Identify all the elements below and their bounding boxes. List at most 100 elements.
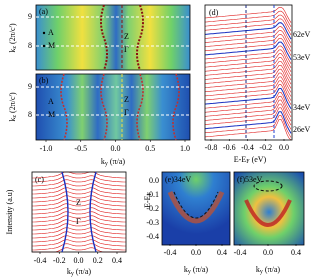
edc-curve <box>204 22 292 40</box>
edc-curve <box>204 26 292 44</box>
y-tick-label: 9 <box>28 12 32 21</box>
edc-curve <box>204 68 292 89</box>
y-tick-label: 9 <box>28 82 32 91</box>
mdc-curve <box>32 219 126 227</box>
x-tick-label: -0.6 <box>223 143 236 152</box>
y-tick-label: -0.2 <box>146 204 159 213</box>
point-label: Γ <box>124 45 129 54</box>
mdc-curve <box>32 215 126 223</box>
panel-label: (f)53eV <box>237 175 263 184</box>
x-axis-label: ky (π/a) <box>256 265 280 276</box>
mdc-curve <box>32 223 126 231</box>
heatmap-e <box>161 171 231 246</box>
panel-label: (a) <box>39 7 48 16</box>
x-tick-label: 0.0 <box>74 256 84 265</box>
x-tick-label: -0.2 <box>53 256 66 265</box>
x-tick-label: 0.5 <box>145 144 155 153</box>
x-tick-label: -0.2 <box>259 143 272 152</box>
point <box>42 44 46 48</box>
x-tick-label: 0.0 <box>111 144 121 153</box>
mdc-curve <box>32 191 126 199</box>
edc-curve <box>204 37 292 56</box>
point-label: A <box>48 97 54 106</box>
edc-curve <box>204 103 292 126</box>
edc-curve <box>204 99 292 122</box>
y-tick-label: 8 <box>28 41 32 50</box>
y-tick-label: 0.0 <box>149 176 159 185</box>
x-tick-label: 0.0 <box>263 248 273 257</box>
edc-curve <box>204 87 292 110</box>
mdc-curve <box>32 239 126 247</box>
y-tick-label: -0.4 <box>146 232 159 241</box>
mdc-curve <box>32 227 126 235</box>
mdc-curve <box>32 207 126 215</box>
x-tick-label: 0.4 <box>217 248 227 257</box>
mdc-curve <box>32 175 126 183</box>
mdc-curve <box>32 195 126 203</box>
x-tick-label: -0.8 <box>205 143 218 152</box>
edc-curve <box>204 49 292 68</box>
panel-label: (e)34eV <box>165 175 191 184</box>
x-tick-label: 0.4 <box>112 256 122 265</box>
point-label: Γ <box>76 217 81 226</box>
frame <box>204 4 293 141</box>
band-trace <box>173 191 219 219</box>
y-axis-label: E-EF <box>143 191 154 207</box>
band-trace <box>100 4 144 71</box>
point-label: M <box>48 41 55 50</box>
frame <box>31 171 127 253</box>
point-label: Z <box>124 32 129 41</box>
edc-curve <box>204 45 292 64</box>
panel-label: (d) <box>209 8 219 17</box>
mdc-curve <box>32 183 126 191</box>
edc-curve <box>204 6 292 23</box>
heatmap-f <box>233 171 305 246</box>
x-axis-label: ky (π/a) <box>101 157 125 168</box>
edc-curve <box>204 41 292 60</box>
edc-curve <box>204 18 292 36</box>
y-axis-label: Intensity (a.u) <box>5 189 14 234</box>
edc-curve <box>204 84 292 105</box>
heatmap-a <box>35 4 191 71</box>
panel-label: (c) <box>35 175 44 184</box>
edc-curve <box>204 10 292 27</box>
y-axis-label: kz (2π/c') <box>8 23 19 53</box>
mdc-curve <box>32 199 126 207</box>
point-label: Γ <box>124 108 129 117</box>
edc-curve <box>204 61 292 81</box>
mdc-curve <box>32 235 126 243</box>
x-tick-label: -0.4 <box>164 248 177 257</box>
edc-curve <box>204 95 292 118</box>
edc-curve <box>204 111 292 134</box>
energy-label: 53eV <box>293 53 311 62</box>
band-trace <box>253 180 283 192</box>
x-tick-label: 0.0 <box>279 143 289 152</box>
mdc-curve <box>32 243 126 251</box>
point-label: Z <box>76 198 81 207</box>
edc-curve <box>204 80 292 101</box>
x-axis-label: E-EF (eV) <box>234 155 267 166</box>
mdc-curve <box>32 211 126 219</box>
mdc-curve <box>32 203 126 211</box>
point <box>42 31 46 35</box>
heatmap-b <box>35 73 191 141</box>
x-tick-label: 0.0 <box>191 248 201 257</box>
edc-curve <box>204 118 292 141</box>
mdc-curve <box>32 171 126 179</box>
panel-label: (b) <box>39 76 49 85</box>
x-tick-label: 1.0 <box>180 144 190 153</box>
x-tick-label: 0.4 <box>291 248 301 257</box>
y-tick-label: -0.1 <box>146 190 159 199</box>
energy-label: 62eV <box>293 30 311 39</box>
edc-curve <box>204 91 292 114</box>
mdc-curve <box>32 187 126 195</box>
x-axis-label: ky (π/a) <box>184 265 208 276</box>
band <box>244 199 292 227</box>
edc-curve <box>204 76 292 97</box>
edc-curve <box>204 115 292 138</box>
x-axis-label: ky (π/a) <box>67 267 91 278</box>
mdc-curve <box>32 179 126 187</box>
band-trace <box>61 171 97 253</box>
energy-label: 26eV <box>293 125 311 134</box>
